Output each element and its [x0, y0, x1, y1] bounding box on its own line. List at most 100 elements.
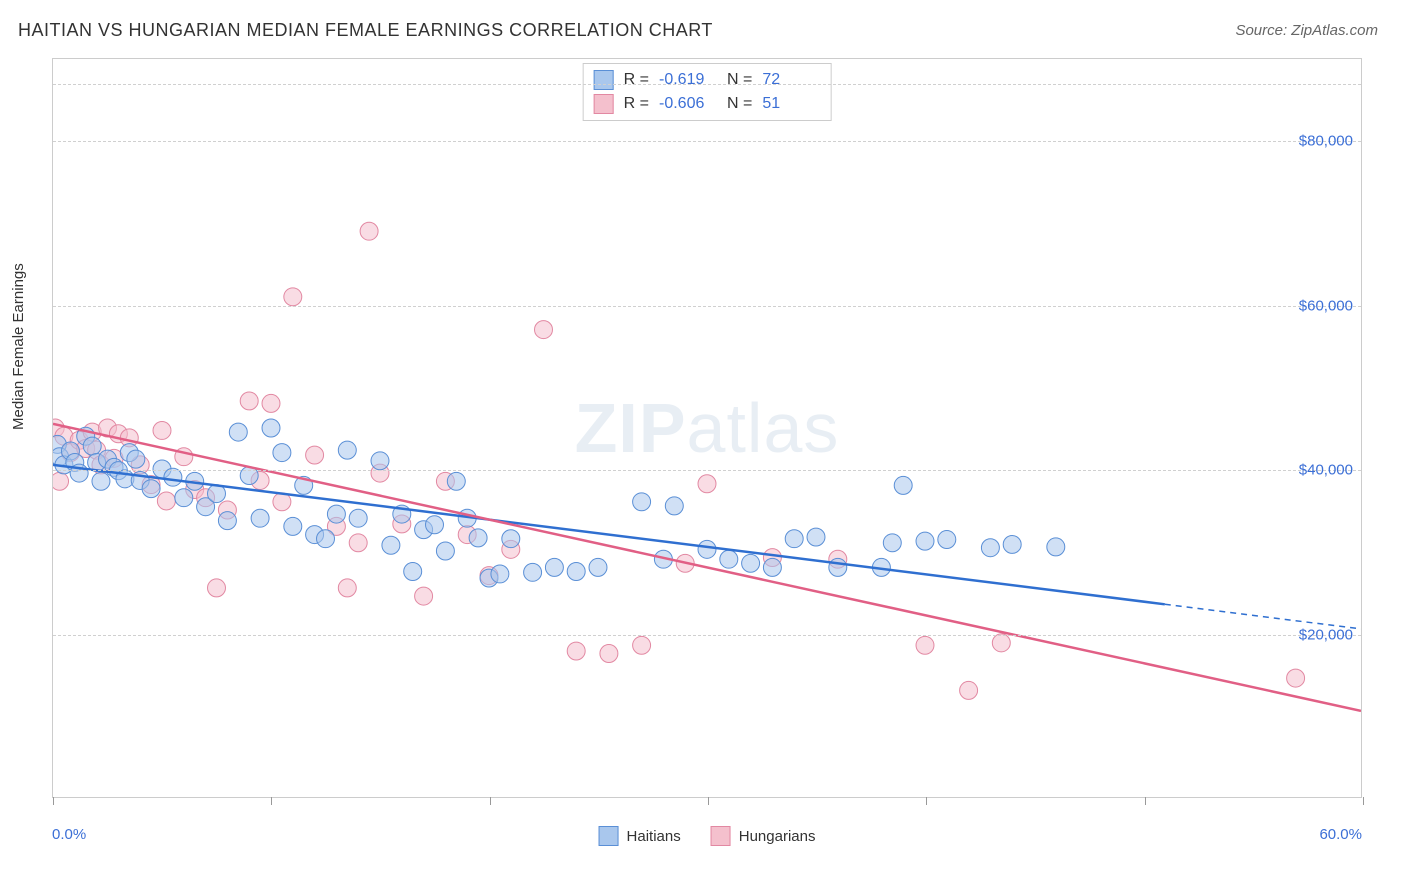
y-axis-label: Median Female Earnings — [10, 263, 27, 430]
legend-item: Haitians — [599, 826, 681, 846]
data-point — [426, 516, 444, 534]
data-point — [208, 579, 226, 597]
data-point — [371, 452, 389, 470]
data-point — [349, 509, 367, 527]
data-point — [742, 554, 760, 572]
data-point — [338, 579, 356, 597]
data-point — [349, 534, 367, 552]
legend-swatch — [599, 826, 619, 846]
x-tick — [926, 797, 927, 805]
x-axis-labels: 0.0% Haitians Hungarians 60.0% — [52, 826, 1362, 856]
data-point — [535, 321, 553, 339]
data-point — [916, 636, 934, 654]
correlation-legend-row: R = -0.606 N = 51 — [594, 92, 821, 116]
data-point — [960, 681, 978, 699]
legend-n-value: 51 — [762, 95, 820, 113]
data-point — [469, 529, 487, 547]
data-point — [360, 222, 378, 240]
data-point — [1047, 538, 1065, 556]
data-point — [83, 437, 101, 455]
legend-swatch — [594, 70, 614, 90]
data-point — [1003, 535, 1021, 553]
x-axis-min: 0.0% — [52, 826, 86, 843]
correlation-legend-row: R =-0.619N =72 — [594, 68, 821, 92]
data-point — [785, 530, 803, 548]
data-point — [502, 530, 520, 548]
chart-title: HAITIAN VS HUNGARIAN MEDIAN FEMALE EARNI… — [18, 20, 713, 41]
x-tick — [271, 797, 272, 805]
legend-r-value: -0.619 — [659, 71, 717, 89]
data-point — [633, 493, 651, 511]
gridline — [53, 635, 1361, 636]
x-axis-max: 60.0% — [1319, 826, 1362, 843]
data-point — [633, 636, 651, 654]
legend-swatch — [711, 826, 731, 846]
data-point — [127, 450, 145, 468]
data-point — [240, 392, 258, 410]
regression-line — [53, 424, 1361, 711]
gridline — [53, 306, 1361, 307]
data-point — [491, 565, 509, 583]
data-point — [545, 558, 563, 576]
data-point — [981, 539, 999, 557]
data-point — [157, 492, 175, 510]
data-point — [1287, 669, 1305, 687]
data-point — [284, 288, 302, 306]
x-tick — [1363, 797, 1364, 805]
legend-n-value: 72 — [762, 71, 820, 89]
correlation-legend: R =-0.619N =72 R = -0.606 N = 51 — [583, 63, 832, 121]
data-point — [763, 558, 781, 576]
data-point — [306, 446, 324, 464]
gridline — [53, 470, 1361, 471]
data-point — [447, 472, 465, 490]
data-point — [404, 563, 422, 581]
source-attribution: Source: ZipAtlas.com — [1235, 22, 1378, 39]
data-point — [175, 489, 193, 507]
data-point — [338, 441, 356, 459]
legend-swatch — [594, 94, 614, 114]
data-point — [436, 542, 454, 560]
data-point — [698, 475, 716, 493]
data-point — [600, 645, 618, 663]
data-point — [567, 563, 585, 581]
chart-svg — [53, 59, 1361, 797]
x-tick — [708, 797, 709, 805]
legend-r-label: R = — [624, 95, 649, 113]
data-point — [938, 531, 956, 549]
x-tick — [53, 797, 54, 805]
data-point — [665, 497, 683, 515]
data-point — [262, 419, 280, 437]
y-tick-label: $40,000 — [1299, 462, 1353, 479]
data-point — [829, 558, 847, 576]
x-tick — [1145, 797, 1146, 805]
legend-r-value: -0.606 — [659, 95, 717, 113]
data-point — [720, 550, 738, 568]
y-tick-label: $80,000 — [1299, 133, 1353, 150]
data-point — [567, 642, 585, 660]
data-point — [53, 472, 69, 490]
data-point — [382, 536, 400, 554]
data-point — [327, 505, 345, 523]
legend-item: Hungarians — [711, 826, 816, 846]
data-point — [273, 444, 291, 462]
data-point — [92, 472, 110, 490]
series-legend: Haitians Hungarians — [599, 826, 816, 846]
legend-label: Hungarians — [739, 828, 816, 845]
scatter-chart: ZIPatlas R =-0.619N =72R =-0.606N =51 $2… — [52, 58, 1362, 798]
data-point — [883, 534, 901, 552]
data-point — [415, 587, 433, 605]
data-point — [589, 558, 607, 576]
data-point — [992, 634, 1010, 652]
x-tick — [490, 797, 491, 805]
data-point — [524, 563, 542, 581]
data-point — [142, 480, 160, 498]
y-tick-label: $60,000 — [1299, 297, 1353, 314]
data-point — [284, 517, 302, 535]
y-tick-label: $20,000 — [1299, 626, 1353, 643]
data-point — [894, 476, 912, 494]
data-point — [916, 532, 934, 550]
legend-n-label: N = — [727, 95, 752, 113]
gridline — [53, 141, 1361, 142]
data-point — [218, 512, 236, 530]
data-point — [698, 540, 716, 558]
